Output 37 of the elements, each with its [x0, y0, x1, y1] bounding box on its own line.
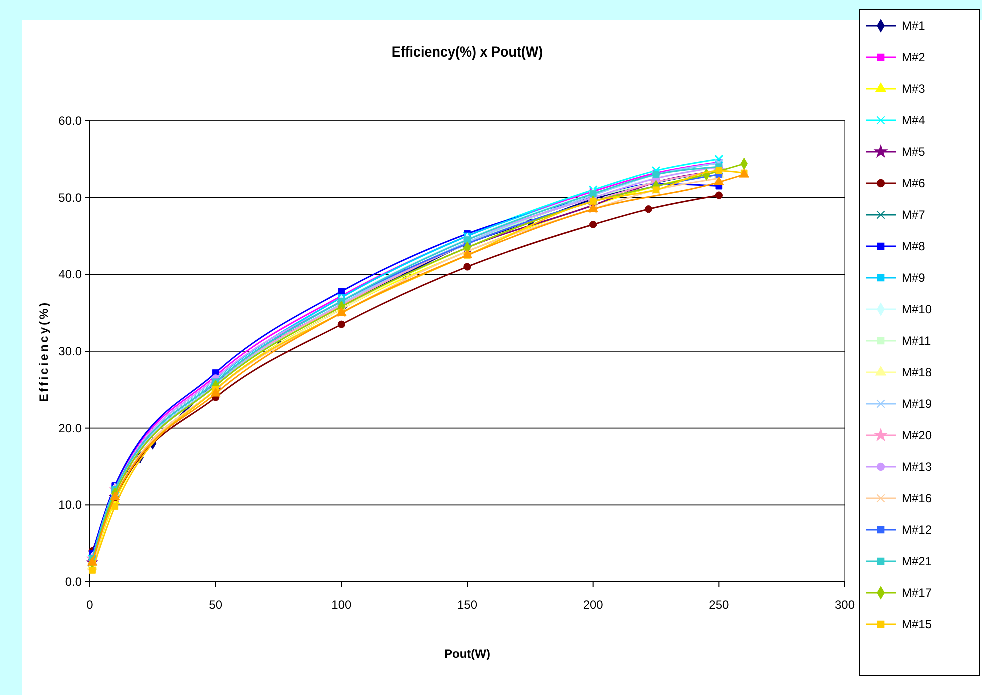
legend-label: M#17: [902, 586, 932, 600]
legend-label: M#2: [902, 50, 926, 64]
y-axis-title: Efficiency(%): [37, 300, 51, 402]
legend-label: M#9: [902, 271, 926, 285]
x-axis-title: Pout(W): [444, 647, 490, 661]
legend-label: M#7: [902, 208, 926, 222]
legend-label: M#12: [902, 523, 932, 537]
legend-label: M#21: [902, 554, 932, 568]
legend-label: M#3: [902, 82, 926, 96]
legend-label: M#6: [902, 176, 926, 190]
y-tick-label: 50.0: [58, 190, 82, 205]
legend-label: M#8: [902, 240, 926, 254]
x-tick-label: 150: [457, 598, 478, 612]
legend-label: M#13: [902, 460, 932, 474]
x-tick-label: 250: [709, 598, 730, 612]
x-tick-label: 50: [209, 598, 223, 612]
legend-label: M#5: [902, 145, 926, 159]
y-tick-label: 20.0: [58, 421, 82, 436]
legend-label: M#19: [902, 397, 932, 411]
legend-label: M#18: [902, 366, 932, 380]
legend-label: M#20: [902, 428, 932, 442]
legend-label: M#4: [902, 114, 926, 128]
legend-label: M#15: [902, 618, 932, 632]
chart-title: Efficiency(%) x Pout(W): [392, 44, 544, 62]
y-tick-label: 60.0: [58, 114, 82, 128]
x-tick-label: 300: [834, 598, 856, 612]
x-tick-label: 100: [332, 598, 352, 612]
y-tick-label: 10.0: [58, 498, 82, 512]
y-tick-label: 0.0: [65, 575, 82, 589]
legend-label: M#16: [902, 492, 932, 506]
x-tick-label: 0: [86, 598, 94, 612]
y-tick-label: 30.0: [58, 344, 82, 358]
legend-label: M#11: [902, 334, 932, 348]
legend-label: M#10: [902, 302, 932, 316]
legend-label: M#1: [902, 19, 926, 33]
x-tick-label: 200: [583, 598, 604, 612]
y-tick-label: 40.0: [58, 268, 82, 282]
